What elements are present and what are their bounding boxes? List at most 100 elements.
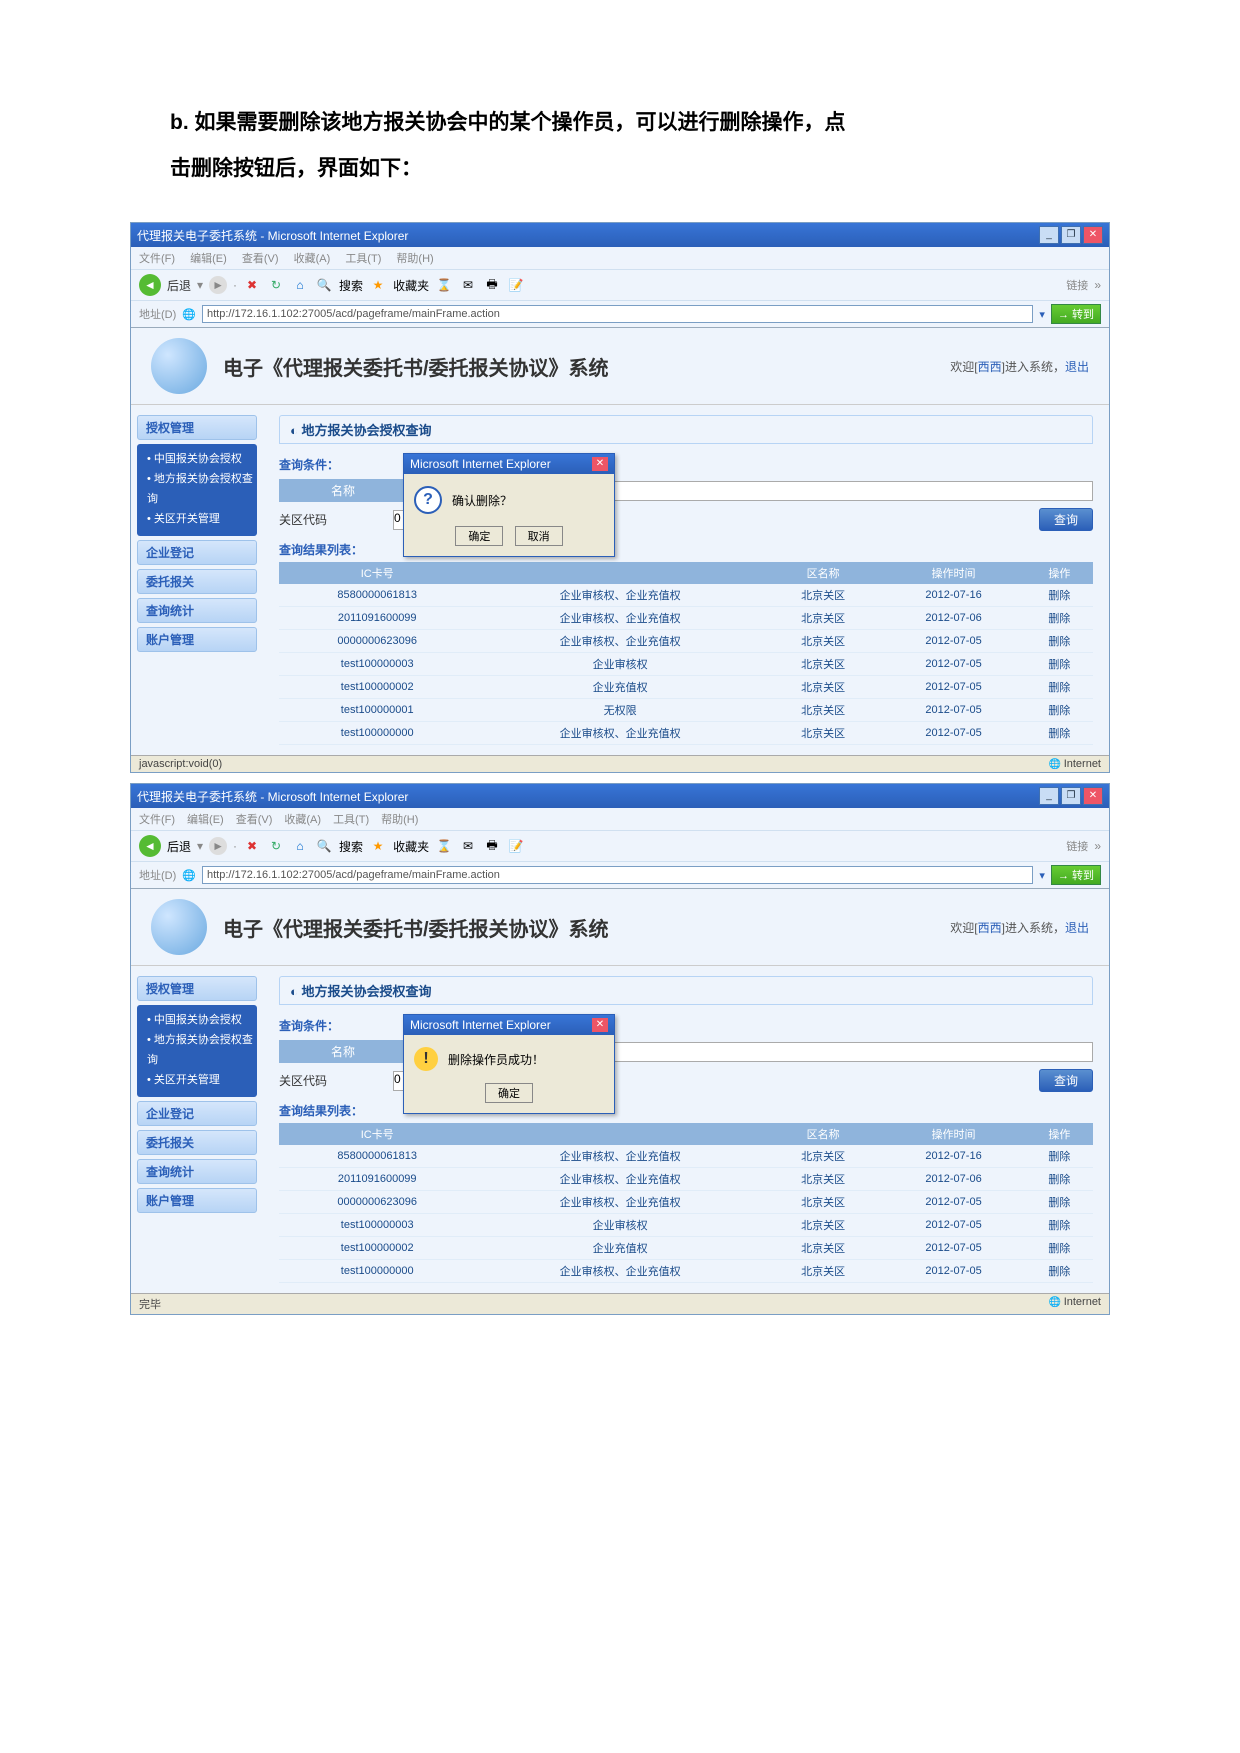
dialog-ok-button[interactable]: 确定 [485,1083,533,1103]
menu-edit[interactable]: 编辑(E) [190,253,227,265]
cell-op[interactable]: 删除 [1026,653,1093,676]
sidebar-item[interactable]: 关区开关管理 [147,510,253,530]
cell-op[interactable]: 删除 [1026,584,1093,607]
back-label[interactable]: 后退 [167,277,191,294]
maximize-button[interactable]: ❐ [1061,226,1081,244]
cell-time: 2012-07-05 [881,1191,1025,1214]
cell-op[interactable]: 删除 [1026,1191,1093,1214]
sidebar-item[interactable]: 中国报关协会授权 [147,450,253,470]
menu-fav[interactable]: 收藏(A) [284,814,321,826]
menu-edit[interactable]: 编辑(E) [187,814,224,826]
search-icon[interactable]: 🔍 [315,276,333,294]
cell-op[interactable]: 删除 [1026,630,1093,653]
back-icon[interactable]: ◄ [139,274,161,296]
sidebar-item[interactable]: 地方报关协会授权查询 [147,470,253,510]
sidebar-auth[interactable]: 授权管理 [137,415,257,440]
menu-file[interactable]: 文件(F) [139,253,175,265]
fav-label[interactable]: 收藏夹 [393,277,429,294]
links-label[interactable]: 链接 [1066,838,1088,854]
sidebar-item[interactable]: 中国报关协会授权 [147,1011,253,1031]
sidebar-ent[interactable]: 企业登记 [137,540,257,565]
back-label[interactable]: 后退 [167,838,191,855]
stop-icon[interactable]: ✖ [243,837,261,855]
print-icon[interactable]: 🖶 [483,276,501,294]
th-area: 区名称 [765,1123,882,1145]
menu-fav[interactable]: 收藏(A) [294,253,331,265]
dialog-close-icon[interactable]: ✕ [592,1018,608,1032]
cell-perm: 企业审核权 [475,653,764,676]
dialog-ok-button[interactable]: 确定 [455,526,503,546]
menu-help[interactable]: 帮助(H) [396,253,433,265]
query-cond-label: 查询条件： [279,1017,1093,1034]
close-button[interactable]: ✕ [1083,787,1103,805]
logout-link[interactable]: 退出 [1065,360,1089,374]
refresh-icon[interactable]: ↻ [267,276,285,294]
dialog-close-icon[interactable]: ✕ [592,457,608,471]
logout-link[interactable]: 退出 [1065,921,1089,935]
menu-tools[interactable]: 工具(T) [345,253,381,265]
query-button[interactable]: 查询 [1039,1069,1093,1092]
menu-help[interactable]: 帮助(H) [381,814,418,826]
cell-op[interactable]: 删除 [1026,1260,1093,1283]
favorites-icon[interactable]: ★ [369,837,387,855]
status-bar: javascript:void(0) Internet [131,755,1109,772]
mail-icon[interactable]: ✉ [459,837,477,855]
cell-op[interactable]: 删除 [1026,1145,1093,1168]
sidebar-acct[interactable]: 账户管理 [137,627,257,652]
maximize-button[interactable]: ❐ [1061,787,1081,805]
sidebar-auth[interactable]: 授权管理 [137,976,257,1001]
query-button[interactable]: 查询 [1039,508,1093,531]
user-link[interactable]: 西西 [978,360,1002,374]
fav-label[interactable]: 收藏夹 [393,838,429,855]
edit-icon[interactable]: 📝 [507,276,525,294]
cell-op[interactable]: 删除 [1026,1168,1093,1191]
history-icon[interactable]: ⌛ [435,837,453,855]
back-icon[interactable]: ◄ [139,835,161,857]
refresh-icon[interactable]: ↻ [267,837,285,855]
go-button[interactable]: → 转到 [1051,865,1101,885]
menu-view[interactable]: 查看(V) [242,253,279,265]
cell-op[interactable]: 删除 [1026,1237,1093,1260]
forward-icon[interactable]: ► [209,837,227,855]
cell-op[interactable]: 删除 [1026,699,1093,722]
sidebar-item[interactable]: 关区开关管理 [147,1071,253,1091]
home-icon[interactable]: ⌂ [291,837,309,855]
menu-tools[interactable]: 工具(T) [333,814,369,826]
minimize-button[interactable]: _ [1039,226,1059,244]
sidebar-wt[interactable]: 委托报关 [137,569,257,594]
cell-op[interactable]: 删除 [1026,722,1093,745]
cell-op[interactable]: 删除 [1026,607,1093,630]
search-icon[interactable]: 🔍 [315,837,333,855]
stop-icon[interactable]: ✖ [243,276,261,294]
links-label[interactable]: 链接 [1066,277,1088,293]
cell-op[interactable]: 删除 [1026,676,1093,699]
sidebar-stat[interactable]: 查询统计 [137,598,257,623]
cell-op[interactable]: 删除 [1026,1214,1093,1237]
minimize-button[interactable]: _ [1039,787,1059,805]
menu-view[interactable]: 查看(V) [236,814,273,826]
close-button[interactable]: ✕ [1083,226,1103,244]
cell-perm: 企业审核权、企业充值权 [475,1168,764,1191]
user-link[interactable]: 西西 [978,921,1002,935]
history-icon[interactable]: ⌛ [435,276,453,294]
sidebar-wt[interactable]: 委托报关 [137,1130,257,1155]
sidebar-acct[interactable]: 账户管理 [137,1188,257,1213]
forward-icon[interactable]: ► [209,276,227,294]
search-label[interactable]: 搜索 [339,277,363,294]
sidebar-item[interactable]: 地方报关协会授权查询 [147,1031,253,1071]
sidebar-stat[interactable]: 查询统计 [137,1159,257,1184]
menu-file[interactable]: 文件(F) [139,814,175,826]
query-cond-label: 查询条件： [279,456,1093,473]
mail-icon[interactable]: ✉ [459,276,477,294]
url-field[interactable]: http://172.16.1.102:27005/acd/pageframe/… [202,305,1033,323]
search-label[interactable]: 搜索 [339,838,363,855]
sidebar-ent[interactable]: 企业登记 [137,1101,257,1126]
edit-icon[interactable]: 📝 [507,837,525,855]
print-icon[interactable]: 🖶 [483,837,501,855]
home-icon[interactable]: ⌂ [291,276,309,294]
favorites-icon[interactable]: ★ [369,276,387,294]
dialog-cancel-button[interactable]: 取消 [515,526,563,546]
go-button[interactable]: → 转到 [1051,304,1101,324]
url-field[interactable]: http://172.16.1.102:27005/acd/pageframe/… [202,866,1033,884]
address-bar: 地址(D) 🌐 http://172.16.1.102:27005/acd/pa… [131,301,1109,328]
